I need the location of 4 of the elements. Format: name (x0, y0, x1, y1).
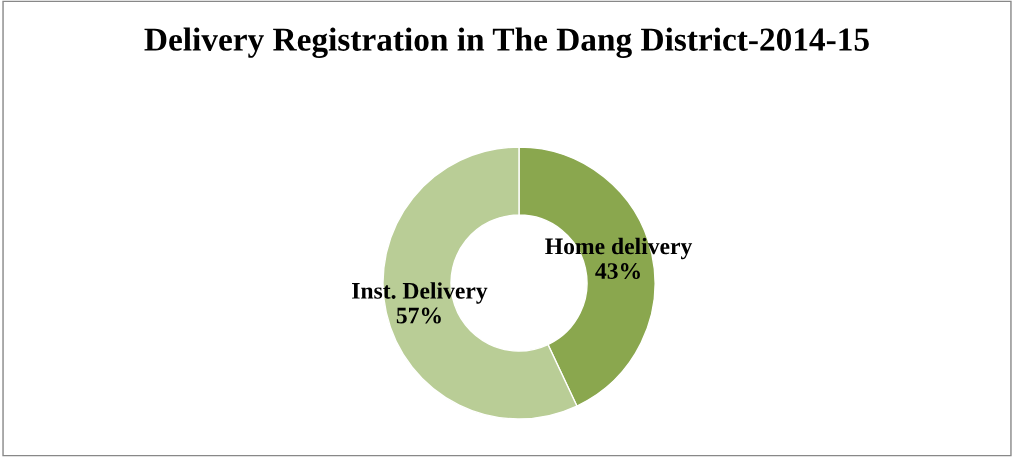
data-label: 57% (396, 307, 441, 324)
data-label: 43% (595, 263, 640, 280)
slice-label: Inst. Delivery (352, 282, 488, 304)
chart-title: Delivery Registration in The Dang District-2014-15 (144, 27, 869, 58)
